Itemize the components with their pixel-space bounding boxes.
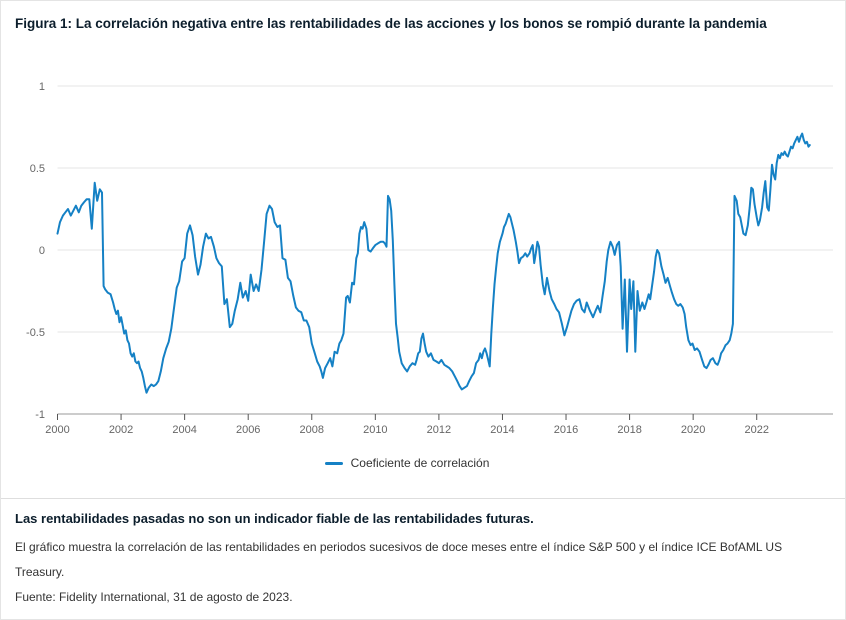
section-divider xyxy=(1,498,845,499)
correlation-line xyxy=(56,132,811,394)
x-axis-label: 2022 xyxy=(744,424,768,436)
x-axis-label: 2000 xyxy=(45,424,69,436)
disclaimer-text: Las rentabilidades pasadas no son un ind… xyxy=(15,511,534,526)
x-axis-label: 2008 xyxy=(300,424,324,436)
x-axis-label: 2020 xyxy=(681,424,705,436)
y-axis-label: -1 xyxy=(35,409,45,421)
y-axis-label: -0.5 xyxy=(26,327,45,339)
x-axis-label: 2010 xyxy=(363,424,387,436)
legend-item[interactable]: Coeficiente de correlación xyxy=(1,456,813,470)
x-axis-label: 2012 xyxy=(427,424,451,436)
x-axis-label: 2016 xyxy=(554,424,578,436)
y-axis-label: 0 xyxy=(39,245,45,257)
x-axis-label: 2018 xyxy=(617,424,641,436)
x-axis-label: 2002 xyxy=(109,424,133,436)
y-axis-label: 0.5 xyxy=(30,163,45,175)
x-axis-label: 2014 xyxy=(490,424,514,436)
source-text: Fuente: Fidelity International, 31 de ag… xyxy=(15,590,293,604)
legend-line-swatch xyxy=(324,461,343,465)
y-axis-label: 1 xyxy=(39,81,45,93)
legend-label: Coeficiente de correlación xyxy=(350,456,490,470)
chart-description-text: El gráfico muestra la correlación de las… xyxy=(15,540,783,579)
figure-title: Figura 1: La correlación negativa entre … xyxy=(15,16,767,31)
x-axis-label: 2006 xyxy=(236,424,260,436)
x-axis-label: 2004 xyxy=(172,424,196,436)
